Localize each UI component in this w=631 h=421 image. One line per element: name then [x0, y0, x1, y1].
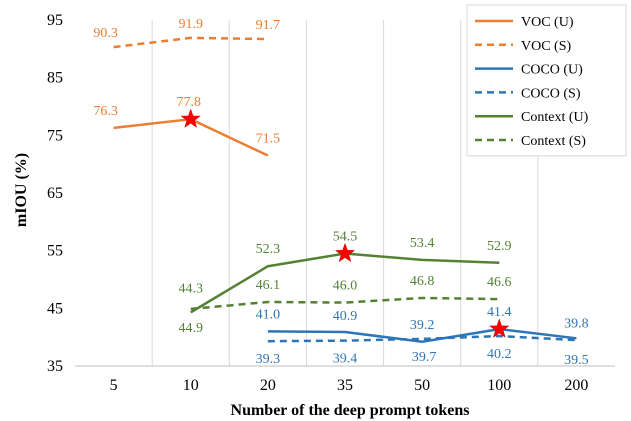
y-axis-title: mIOU (%) — [13, 153, 30, 227]
series-line — [113, 117, 269, 157]
y-tick-label: 75 — [47, 127, 63, 144]
y-tick-label: 85 — [47, 70, 63, 87]
data-label: 91.9 — [178, 17, 203, 32]
data-label: 39.4 — [333, 352, 358, 367]
legend-label: Context (S) — [521, 134, 586, 149]
data-label: 46.8 — [410, 274, 435, 289]
data-label: 76.3 — [93, 104, 118, 119]
data-label: 40.2 — [487, 347, 512, 362]
data-label: 39.5 — [564, 353, 589, 368]
x-tick-label: 50 — [414, 377, 430, 394]
best-value-markers — [180, 108, 510, 338]
legend-label: VOC (S) — [521, 39, 572, 54]
legend-label: VOC (U) — [521, 15, 574, 30]
star-marker — [180, 108, 201, 128]
series-line — [267, 327, 577, 344]
series-line — [190, 296, 500, 311]
y-tick-label: 35 — [47, 358, 63, 375]
data-label: 77.8 — [176, 95, 201, 110]
data-label: 53.4 — [410, 236, 435, 251]
x-tick-label: 200 — [564, 377, 588, 394]
data-label: 46.6 — [487, 275, 512, 290]
x-tick-label: 5 — [110, 377, 118, 394]
series-line — [113, 36, 268, 49]
data-label: 41.4 — [487, 305, 512, 320]
x-tick-label: 100 — [487, 377, 511, 394]
data-label: 44.9 — [178, 321, 203, 336]
y-tick-label: 55 — [47, 243, 63, 260]
legend-box — [466, 4, 627, 157]
legend-label: Context (U) — [521, 110, 589, 125]
star-marker — [489, 318, 510, 338]
data-label: 44.3 — [178, 281, 203, 296]
legend-label: COCO (S) — [521, 86, 581, 101]
star-marker — [334, 242, 356, 263]
y-tick-labels: 35 45 55 65 75 85 95 — [47, 12, 63, 375]
series-line — [267, 334, 577, 343]
y-tick-label: 95 — [47, 12, 63, 29]
data-label: 91.7 — [256, 18, 281, 33]
data-label: 39.3 — [256, 352, 281, 367]
data-label: 52.3 — [256, 242, 281, 257]
legend-label: COCO (U) — [521, 63, 583, 78]
data-label: 46.0 — [333, 279, 358, 294]
data-label: 40.9 — [333, 309, 358, 324]
data-label: 39.8 — [564, 316, 589, 331]
x-tick-label: 20 — [260, 377, 276, 394]
data-label: 90.3 — [93, 26, 118, 41]
data-label: 46.1 — [256, 278, 281, 293]
y-tick-label: 45 — [47, 300, 63, 317]
x-axis-title: Number of the deep prompt tokens — [231, 402, 470, 419]
y-tick-label: 65 — [47, 185, 63, 202]
x-tick-labels: 5 10 20 35 50 100 200 — [110, 377, 589, 394]
data-label: 39.2 — [410, 318, 435, 333]
data-label: 41.0 — [256, 307, 281, 322]
legend: VOC (U) VOC (S) COCO (U) COCO (S) Context (U… — [466, 4, 627, 157]
data-label: 39.7 — [412, 350, 437, 365]
data-labels: 76.3 77.8 71.5 90.3 91.9 91.7 41.0 40.9 39.2 41.4… — [93, 17, 588, 368]
data-label: 71.5 — [256, 132, 281, 147]
x-tick-label: 35 — [337, 377, 353, 394]
data-label: 54.5 — [333, 230, 358, 245]
data-label: 52.9 — [487, 239, 512, 254]
x-tick-label: 10 — [183, 377, 199, 394]
